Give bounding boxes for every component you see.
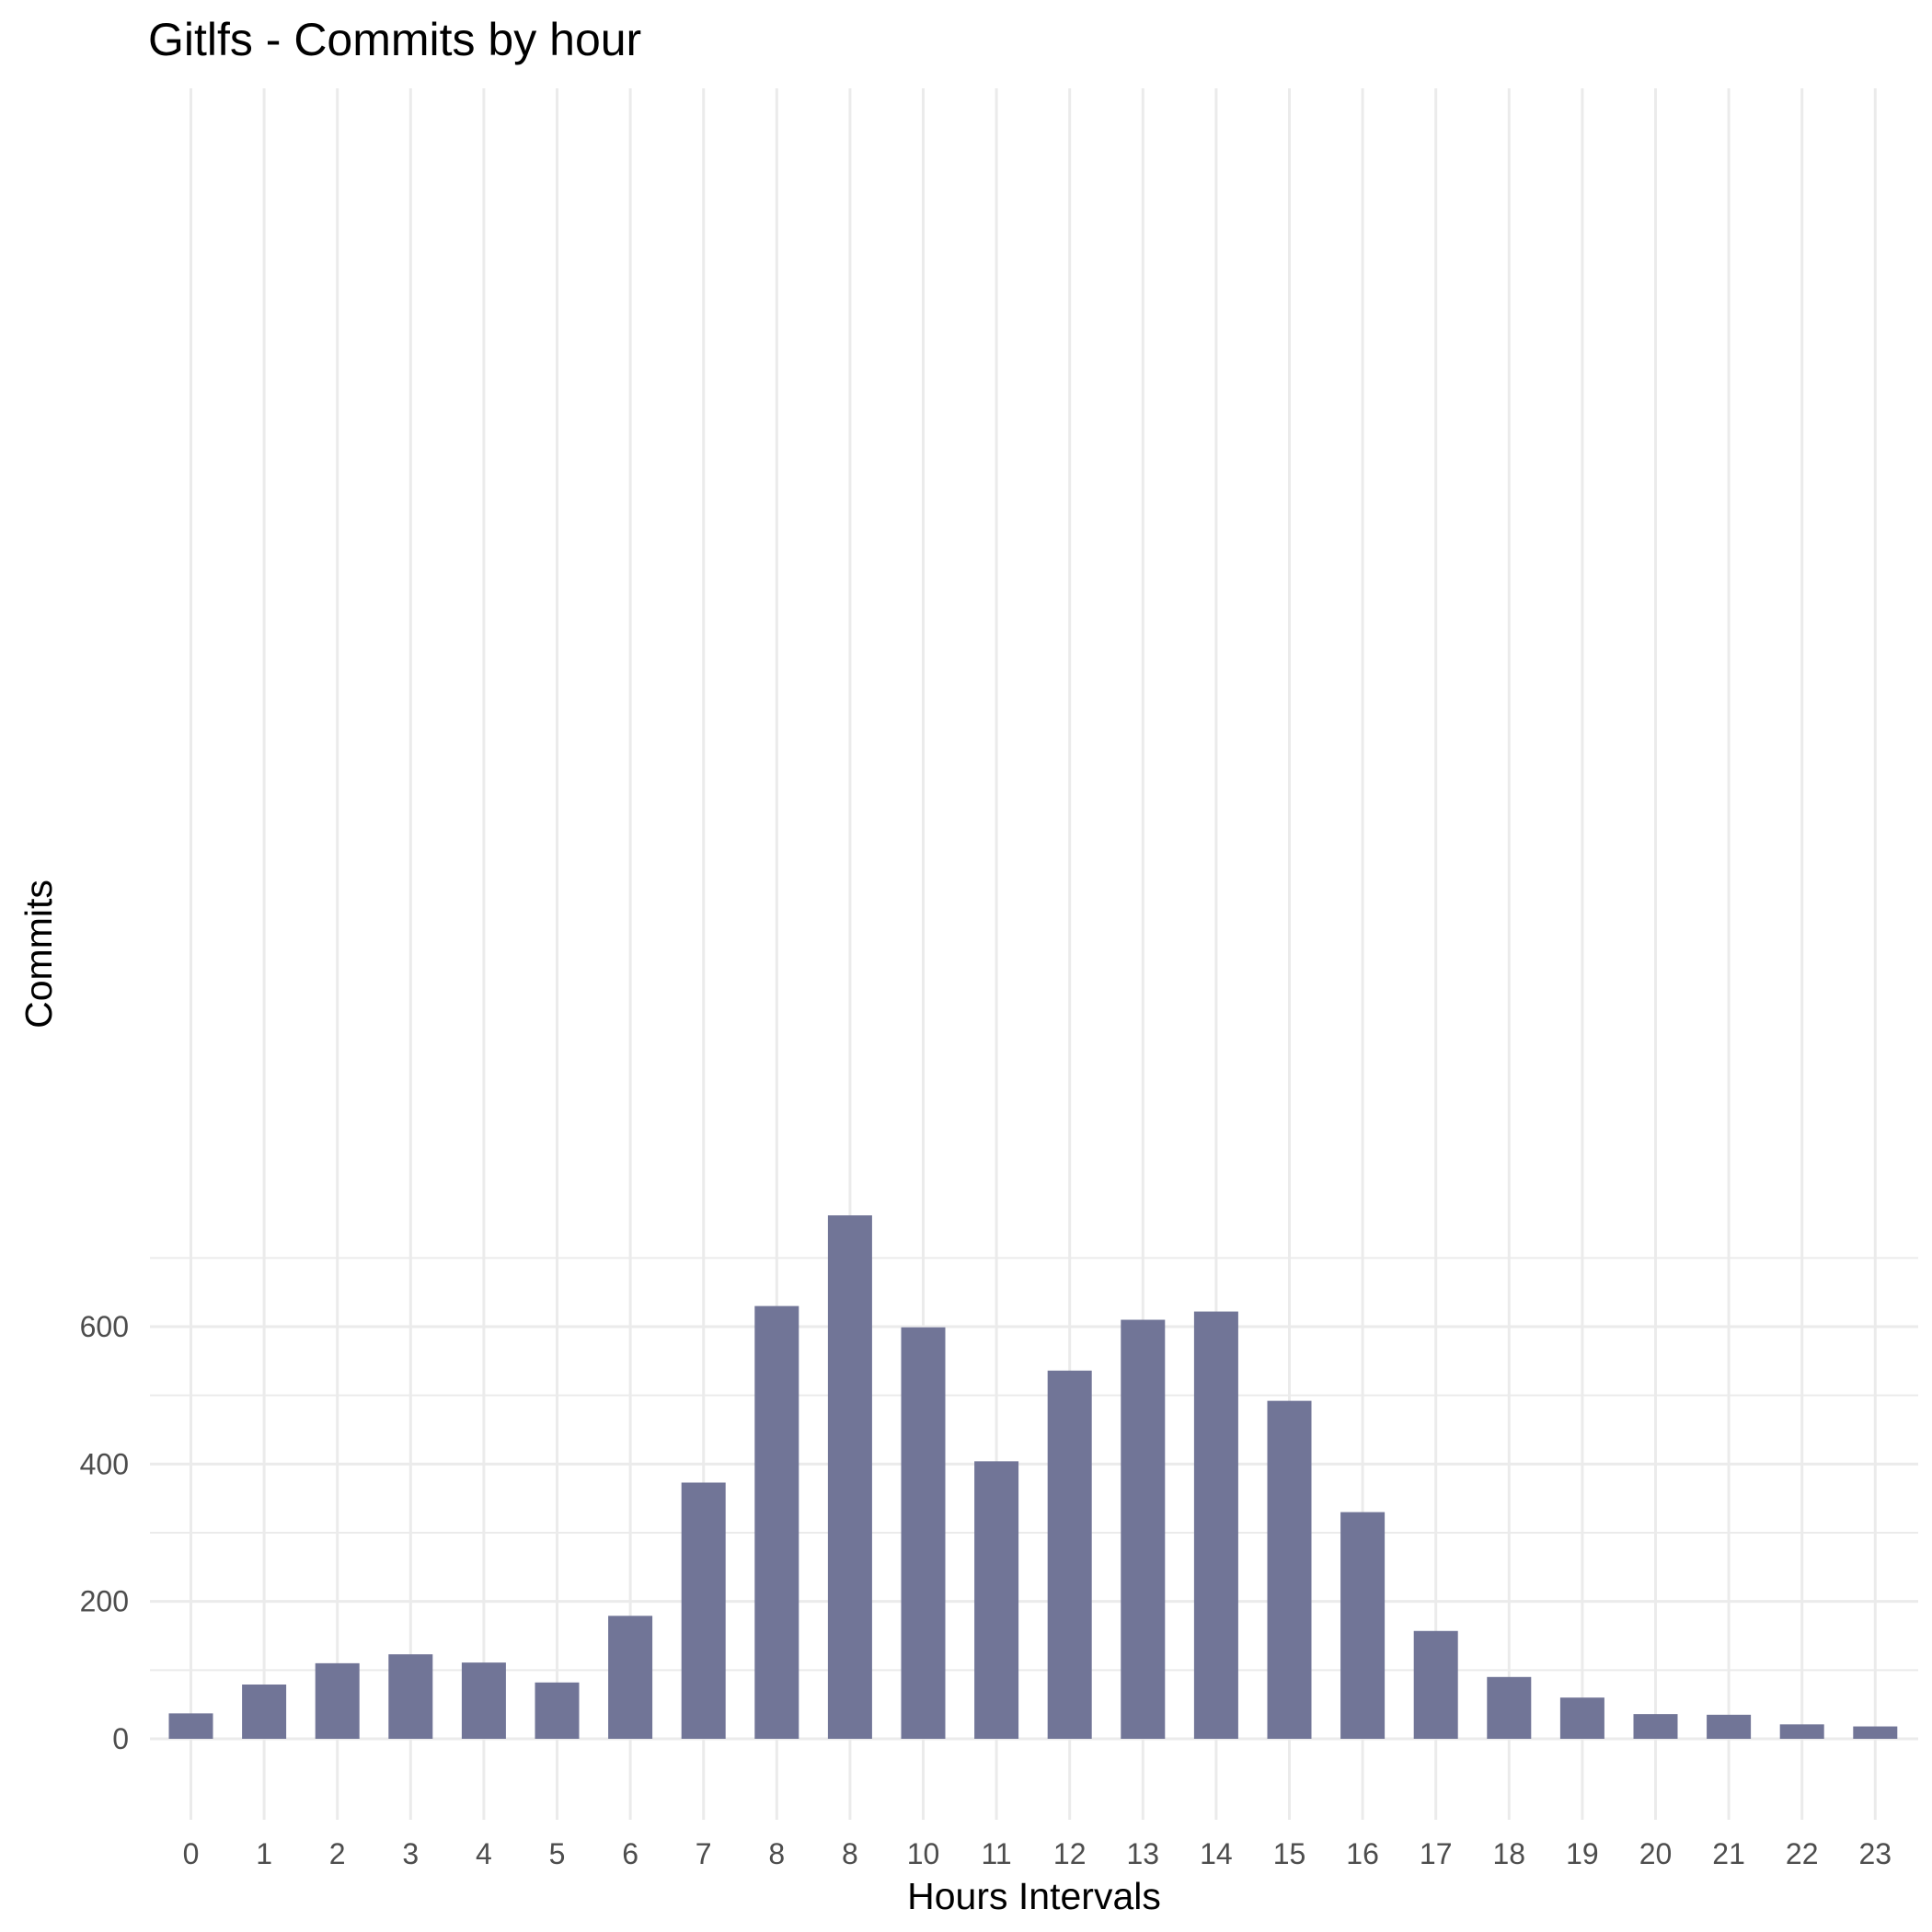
chart-title: Gitlfs - Commits by hour (148, 14, 642, 65)
bar-hour-23 (1853, 1726, 1898, 1739)
y-tick-labels: 0 200 400 600 (80, 1310, 129, 1755)
bar-hour-17 (1413, 1630, 1458, 1739)
x-tick-label: 1 (256, 1837, 272, 1870)
x-tick-labels: 0 1 2 3 4 5 6 7 8 8 10 11 12 13 14 15 16 17 18 19 20 21 22 23 (183, 1837, 1892, 1870)
bar-hour-15 (1267, 1400, 1312, 1739)
bar-hour-13 (1121, 1319, 1166, 1739)
x-tick-label: 17 (1420, 1837, 1453, 1870)
x-tick-label: 12 (1053, 1837, 1087, 1870)
bar-hour-12 (1047, 1370, 1092, 1739)
bar-hour-11 (974, 1461, 1019, 1739)
x-tick-label: 11 (981, 1837, 1011, 1870)
x-tick-label: 22 (1786, 1837, 1819, 1870)
y-tick-label: 0 (112, 1722, 129, 1755)
bar-hour-19 (1559, 1697, 1604, 1739)
bar-hour-5 (535, 1682, 580, 1739)
x-tick-label: 16 (1346, 1837, 1379, 1870)
bar-hour-8 (827, 1215, 872, 1739)
y-tick-label: 600 (80, 1310, 129, 1343)
grid-lines (150, 88, 1918, 1820)
x-tick-label: 18 (1493, 1837, 1526, 1870)
x-tick-label: 0 (183, 1837, 200, 1870)
x-tick-label: 4 (476, 1837, 492, 1870)
x-tick-label: 3 (402, 1837, 419, 1870)
bar-hour-18 (1487, 1676, 1532, 1739)
y-axis-title: Commits (17, 880, 60, 1029)
bars (168, 1215, 1898, 1739)
x-tick-label: 8 (842, 1837, 858, 1870)
bar-hour-20 (1633, 1714, 1678, 1739)
bar-hour-3 (388, 1654, 433, 1739)
x-tick-label: 2 (329, 1837, 346, 1870)
bar-hour-21 (1707, 1714, 1752, 1739)
x-tick-label: 21 (1712, 1837, 1745, 1870)
x-tick-label: 19 (1566, 1837, 1599, 1870)
bar-hour-7 (681, 1482, 726, 1739)
x-tick-label: 5 (549, 1837, 566, 1870)
bar-hour-8 (754, 1305, 799, 1739)
x-tick-label: 20 (1639, 1837, 1673, 1870)
bar-hour-6 (608, 1616, 653, 1739)
y-tick-label: 400 (80, 1447, 129, 1480)
bar-hour-0 (168, 1713, 213, 1739)
x-tick-label: 7 (696, 1837, 712, 1870)
x-tick-label: 10 (907, 1837, 940, 1870)
bar-hour-2 (315, 1662, 360, 1739)
bar-hour-16 (1340, 1512, 1386, 1739)
bar-hour-22 (1779, 1724, 1824, 1739)
bar-hour-10 (901, 1327, 946, 1739)
x-tick-label: 14 (1200, 1837, 1233, 1870)
x-tick-label: 6 (622, 1837, 638, 1870)
bar-hour-4 (461, 1662, 506, 1739)
x-tick-label: 23 (1859, 1837, 1892, 1870)
x-tick-label: 8 (768, 1837, 785, 1870)
bar-hour-1 (242, 1685, 287, 1739)
x-tick-label: 15 (1273, 1837, 1306, 1870)
bar-hour-14 (1193, 1311, 1238, 1739)
x-tick-label: 13 (1127, 1837, 1160, 1870)
y-tick-label: 200 (80, 1585, 129, 1618)
x-axis-title: Hours Intervals (907, 1875, 1161, 1917)
